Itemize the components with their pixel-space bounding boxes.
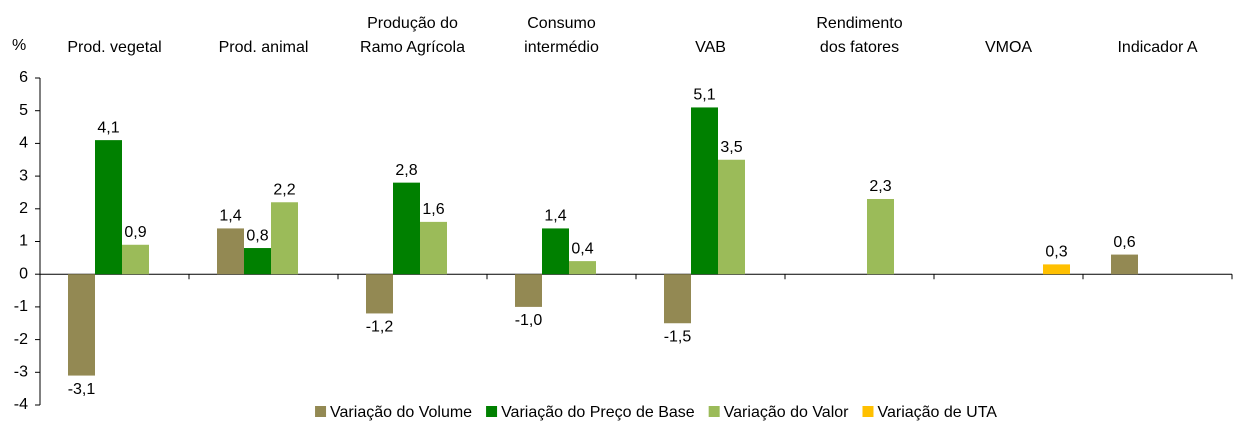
category-label: Rendimento dos fatores <box>816 15 903 56</box>
legend-label: Variação de UTA <box>877 404 997 421</box>
data-label: -1,0 <box>515 312 543 329</box>
bar <box>217 228 244 275</box>
legend-swatch <box>315 406 327 417</box>
bar <box>393 182 420 275</box>
bar <box>867 198 894 275</box>
bar <box>420 221 447 275</box>
bar <box>569 261 596 275</box>
y-tick-label: -3 <box>14 364 28 381</box>
category-label: VAB <box>695 39 726 56</box>
data-label: 0,6 <box>1113 234 1135 251</box>
y-tick-label: 6 <box>19 69 28 86</box>
data-label: 0,9 <box>124 224 146 241</box>
bar <box>542 228 569 275</box>
y-axis-label: % <box>12 37 27 54</box>
data-label: 1,6 <box>422 201 444 218</box>
data-label: 0,3 <box>1045 244 1067 261</box>
legend-label: Variação do Valor <box>724 404 849 421</box>
bar <box>271 202 298 275</box>
y-tick-label: 0 <box>19 265 28 282</box>
data-label: 2,3 <box>869 178 891 195</box>
category-label: Prod. vegetal <box>67 39 162 56</box>
data-label: 0,8 <box>246 227 268 244</box>
category-label: Consumo intermédio <box>524 15 599 56</box>
y-tick-label: -2 <box>14 331 28 348</box>
data-label: -1,5 <box>664 328 692 345</box>
bar <box>68 274 95 376</box>
data-label: 1,4 <box>544 208 566 225</box>
bar <box>1043 264 1070 275</box>
data-label: 4,1 <box>97 119 119 136</box>
legend-swatch <box>708 406 720 417</box>
y-tick-label: 1 <box>19 233 28 250</box>
data-label: -1,2 <box>366 319 394 336</box>
category-label: Produção do Ramo Agrícola <box>360 15 465 56</box>
y-tick-label: -1 <box>14 298 28 315</box>
category-label: Indicador A <box>1117 39 1198 56</box>
y-tick-label: 5 <box>19 102 28 119</box>
data-label: 2,8 <box>395 162 417 179</box>
legend-label: Variação do Preço de Base <box>501 404 695 421</box>
bar <box>515 274 542 307</box>
data-label: -3,1 <box>68 381 96 398</box>
data-label: 5,1 <box>693 87 715 104</box>
bar <box>366 274 393 314</box>
data-label: 3,5 <box>720 139 742 156</box>
data-label: 1,4 <box>219 208 241 225</box>
data-label: 2,2 <box>273 181 295 198</box>
y-tick-label: -4 <box>14 396 28 413</box>
bar <box>122 244 149 275</box>
bar <box>95 140 122 275</box>
bar <box>718 159 745 275</box>
bar <box>691 107 718 275</box>
bar <box>1111 254 1138 275</box>
y-tick-label: 2 <box>19 200 28 217</box>
bar <box>664 274 691 324</box>
y-tick-label: 4 <box>19 135 28 152</box>
category-label: Prod. animal <box>218 39 309 56</box>
bar <box>244 248 271 275</box>
data-label: 0,4 <box>571 240 593 257</box>
category-label: VMOA <box>984 39 1033 56</box>
legend-label: Variação do Volume <box>330 404 472 421</box>
legend-swatch <box>862 406 874 417</box>
legend-swatch <box>486 406 498 417</box>
y-tick-label: 3 <box>19 167 28 184</box>
